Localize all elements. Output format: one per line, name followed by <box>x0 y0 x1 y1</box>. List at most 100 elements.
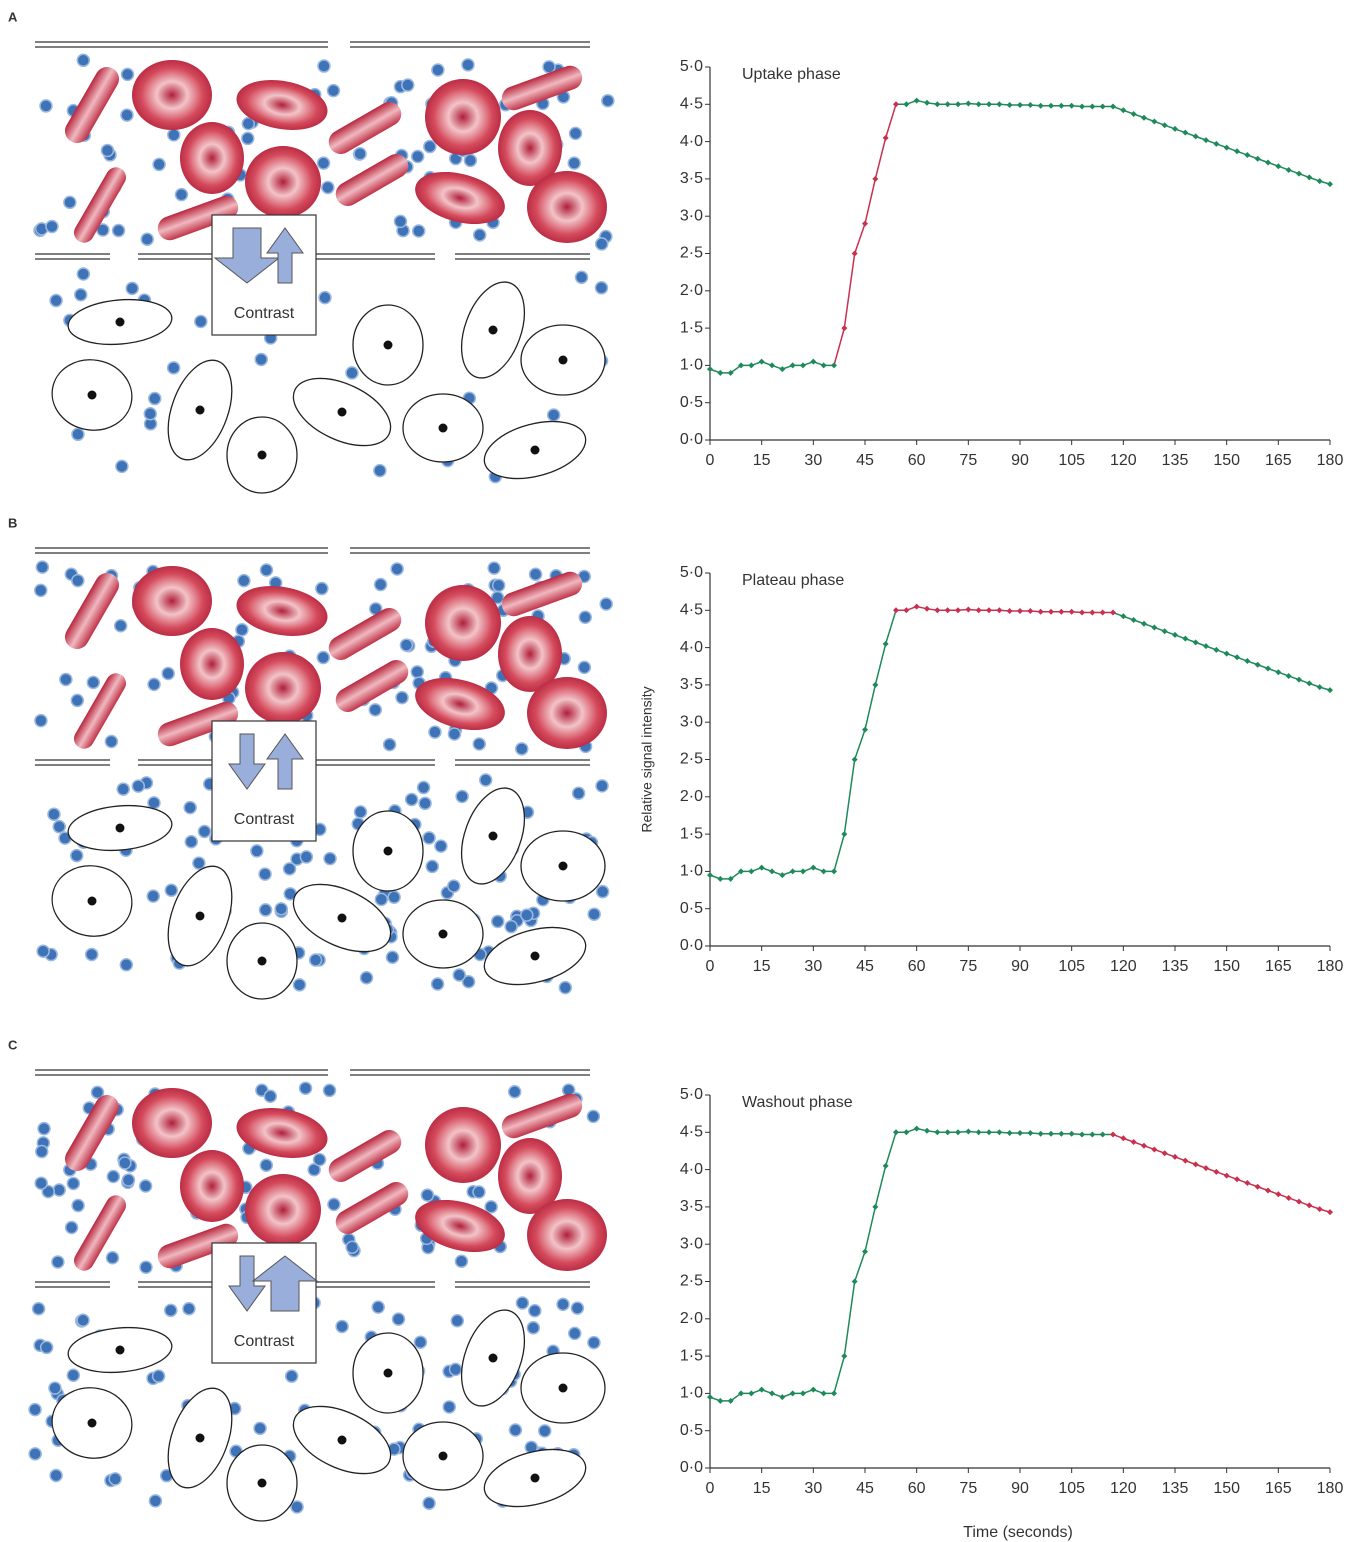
data-point <box>1316 1206 1323 1213</box>
data-point <box>903 607 910 614</box>
data-point <box>1316 178 1323 185</box>
data-point <box>810 1386 817 1393</box>
x-tick-label: 135 <box>1162 958 1189 975</box>
red-cell <box>527 1199 607 1271</box>
red-cell <box>415 171 505 225</box>
red-cell <box>335 660 409 712</box>
contrast-dot <box>34 1176 48 1190</box>
contrast-dot <box>359 970 374 985</box>
data-point <box>1254 1183 1261 1190</box>
contrast-dot <box>428 725 442 739</box>
data-point <box>1037 608 1044 615</box>
data-point <box>1068 1130 1075 1137</box>
contrast-dot <box>413 1335 428 1349</box>
contrast-dot <box>197 824 212 839</box>
contrast-dot <box>52 819 67 834</box>
nucleus <box>87 390 97 400</box>
data-point <box>955 1129 961 1136</box>
x-tick-label: 135 <box>1162 452 1189 469</box>
data-point <box>748 1390 755 1397</box>
x-tick-label: 0 <box>706 958 715 975</box>
contrast-dot <box>166 361 181 375</box>
series-line <box>1112 1133 1331 1213</box>
data-point <box>996 101 1003 108</box>
contrast-dot <box>599 597 613 611</box>
panel-label: A <box>8 9 18 24</box>
data-point <box>841 1353 848 1360</box>
data-point <box>841 831 848 838</box>
chart-title: Washout phase <box>742 1094 853 1111</box>
contrast-dot <box>373 463 387 478</box>
contrast-dot <box>455 789 469 804</box>
data-point <box>1161 628 1168 635</box>
contrast-dot <box>601 93 615 108</box>
data-point <box>934 607 941 614</box>
data-point <box>820 1390 827 1397</box>
contrast-dot <box>45 219 59 234</box>
y-tick-label: 3·0 <box>680 207 703 224</box>
data-point <box>1099 1131 1106 1138</box>
data-point <box>851 756 858 763</box>
nucleus <box>195 1433 205 1443</box>
nucleus <box>115 317 125 327</box>
x-tick-label: 165 <box>1265 958 1292 975</box>
red-cell <box>236 586 328 636</box>
contrast-dot <box>140 232 154 246</box>
contrast-dot <box>125 281 139 296</box>
contrast-dot <box>411 224 426 238</box>
contrast-dot <box>307 1162 321 1177</box>
data-point <box>1234 148 1240 155</box>
data-point <box>1110 609 1116 616</box>
x-tick-label: 0 <box>706 1480 715 1497</box>
contrast-dot <box>322 1083 337 1098</box>
contrast-dot <box>577 660 592 675</box>
contrast-dot <box>66 1176 81 1191</box>
data-point <box>789 868 796 875</box>
red-cell <box>425 1107 501 1183</box>
data-point <box>779 872 786 879</box>
x-tick-label: 15 <box>753 452 771 469</box>
data-point <box>800 868 806 875</box>
nucleus <box>257 1478 267 1488</box>
data-point <box>965 606 972 613</box>
red-cell <box>74 167 126 243</box>
data-point <box>727 369 734 376</box>
data-point <box>1265 1187 1271 1194</box>
contrast-dot <box>34 583 48 598</box>
data-point <box>1058 1130 1065 1137</box>
contrast-dot <box>194 314 208 329</box>
contrast-dot <box>182 1301 196 1316</box>
contrast-dot <box>108 1472 122 1486</box>
contrast-dot <box>49 1468 63 1483</box>
data-point <box>1223 144 1230 151</box>
diagram: A Contrast <box>8 9 615 494</box>
x-tick-label: 0 <box>706 452 715 469</box>
nucleus <box>488 325 498 335</box>
contrast-dot <box>241 116 256 131</box>
x-tick-label: 15 <box>753 1480 771 1497</box>
contrast-dot <box>568 1326 582 1341</box>
contrast-dot <box>139 1260 153 1275</box>
data-point <box>1141 620 1147 627</box>
red-cell <box>425 79 501 155</box>
x-tick-label: 90 <box>1011 958 1029 975</box>
data-point <box>893 607 899 614</box>
contrast-dot <box>254 352 268 367</box>
data-point <box>1048 1130 1054 1137</box>
data-point <box>955 101 961 108</box>
contrast-dot <box>594 237 609 251</box>
contrast-dot <box>425 859 440 874</box>
nucleus <box>530 445 540 455</box>
contrast-dot <box>418 796 432 811</box>
data-point <box>1058 102 1065 109</box>
contrast-dot <box>161 666 175 681</box>
data-point <box>903 1129 910 1136</box>
red-cell <box>236 1108 328 1158</box>
x-tick-label: 60 <box>908 452 926 469</box>
red-cell <box>415 1199 505 1253</box>
data-point <box>1244 152 1251 159</box>
data-point <box>1110 1131 1116 1138</box>
data-point <box>727 875 734 882</box>
y-tick-label: 5·0 <box>680 58 703 75</box>
